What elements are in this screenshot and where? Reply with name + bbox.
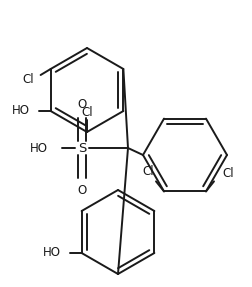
Text: HO: HO [42,247,60,259]
Text: O: O [77,98,86,112]
Text: S: S [78,141,86,154]
Text: Cl: Cl [221,167,233,180]
Text: O: O [77,185,86,197]
Text: Cl: Cl [81,106,92,119]
Text: Cl: Cl [142,165,153,178]
Text: HO: HO [30,141,48,154]
Text: Cl: Cl [23,73,34,86]
Text: HO: HO [12,104,29,117]
